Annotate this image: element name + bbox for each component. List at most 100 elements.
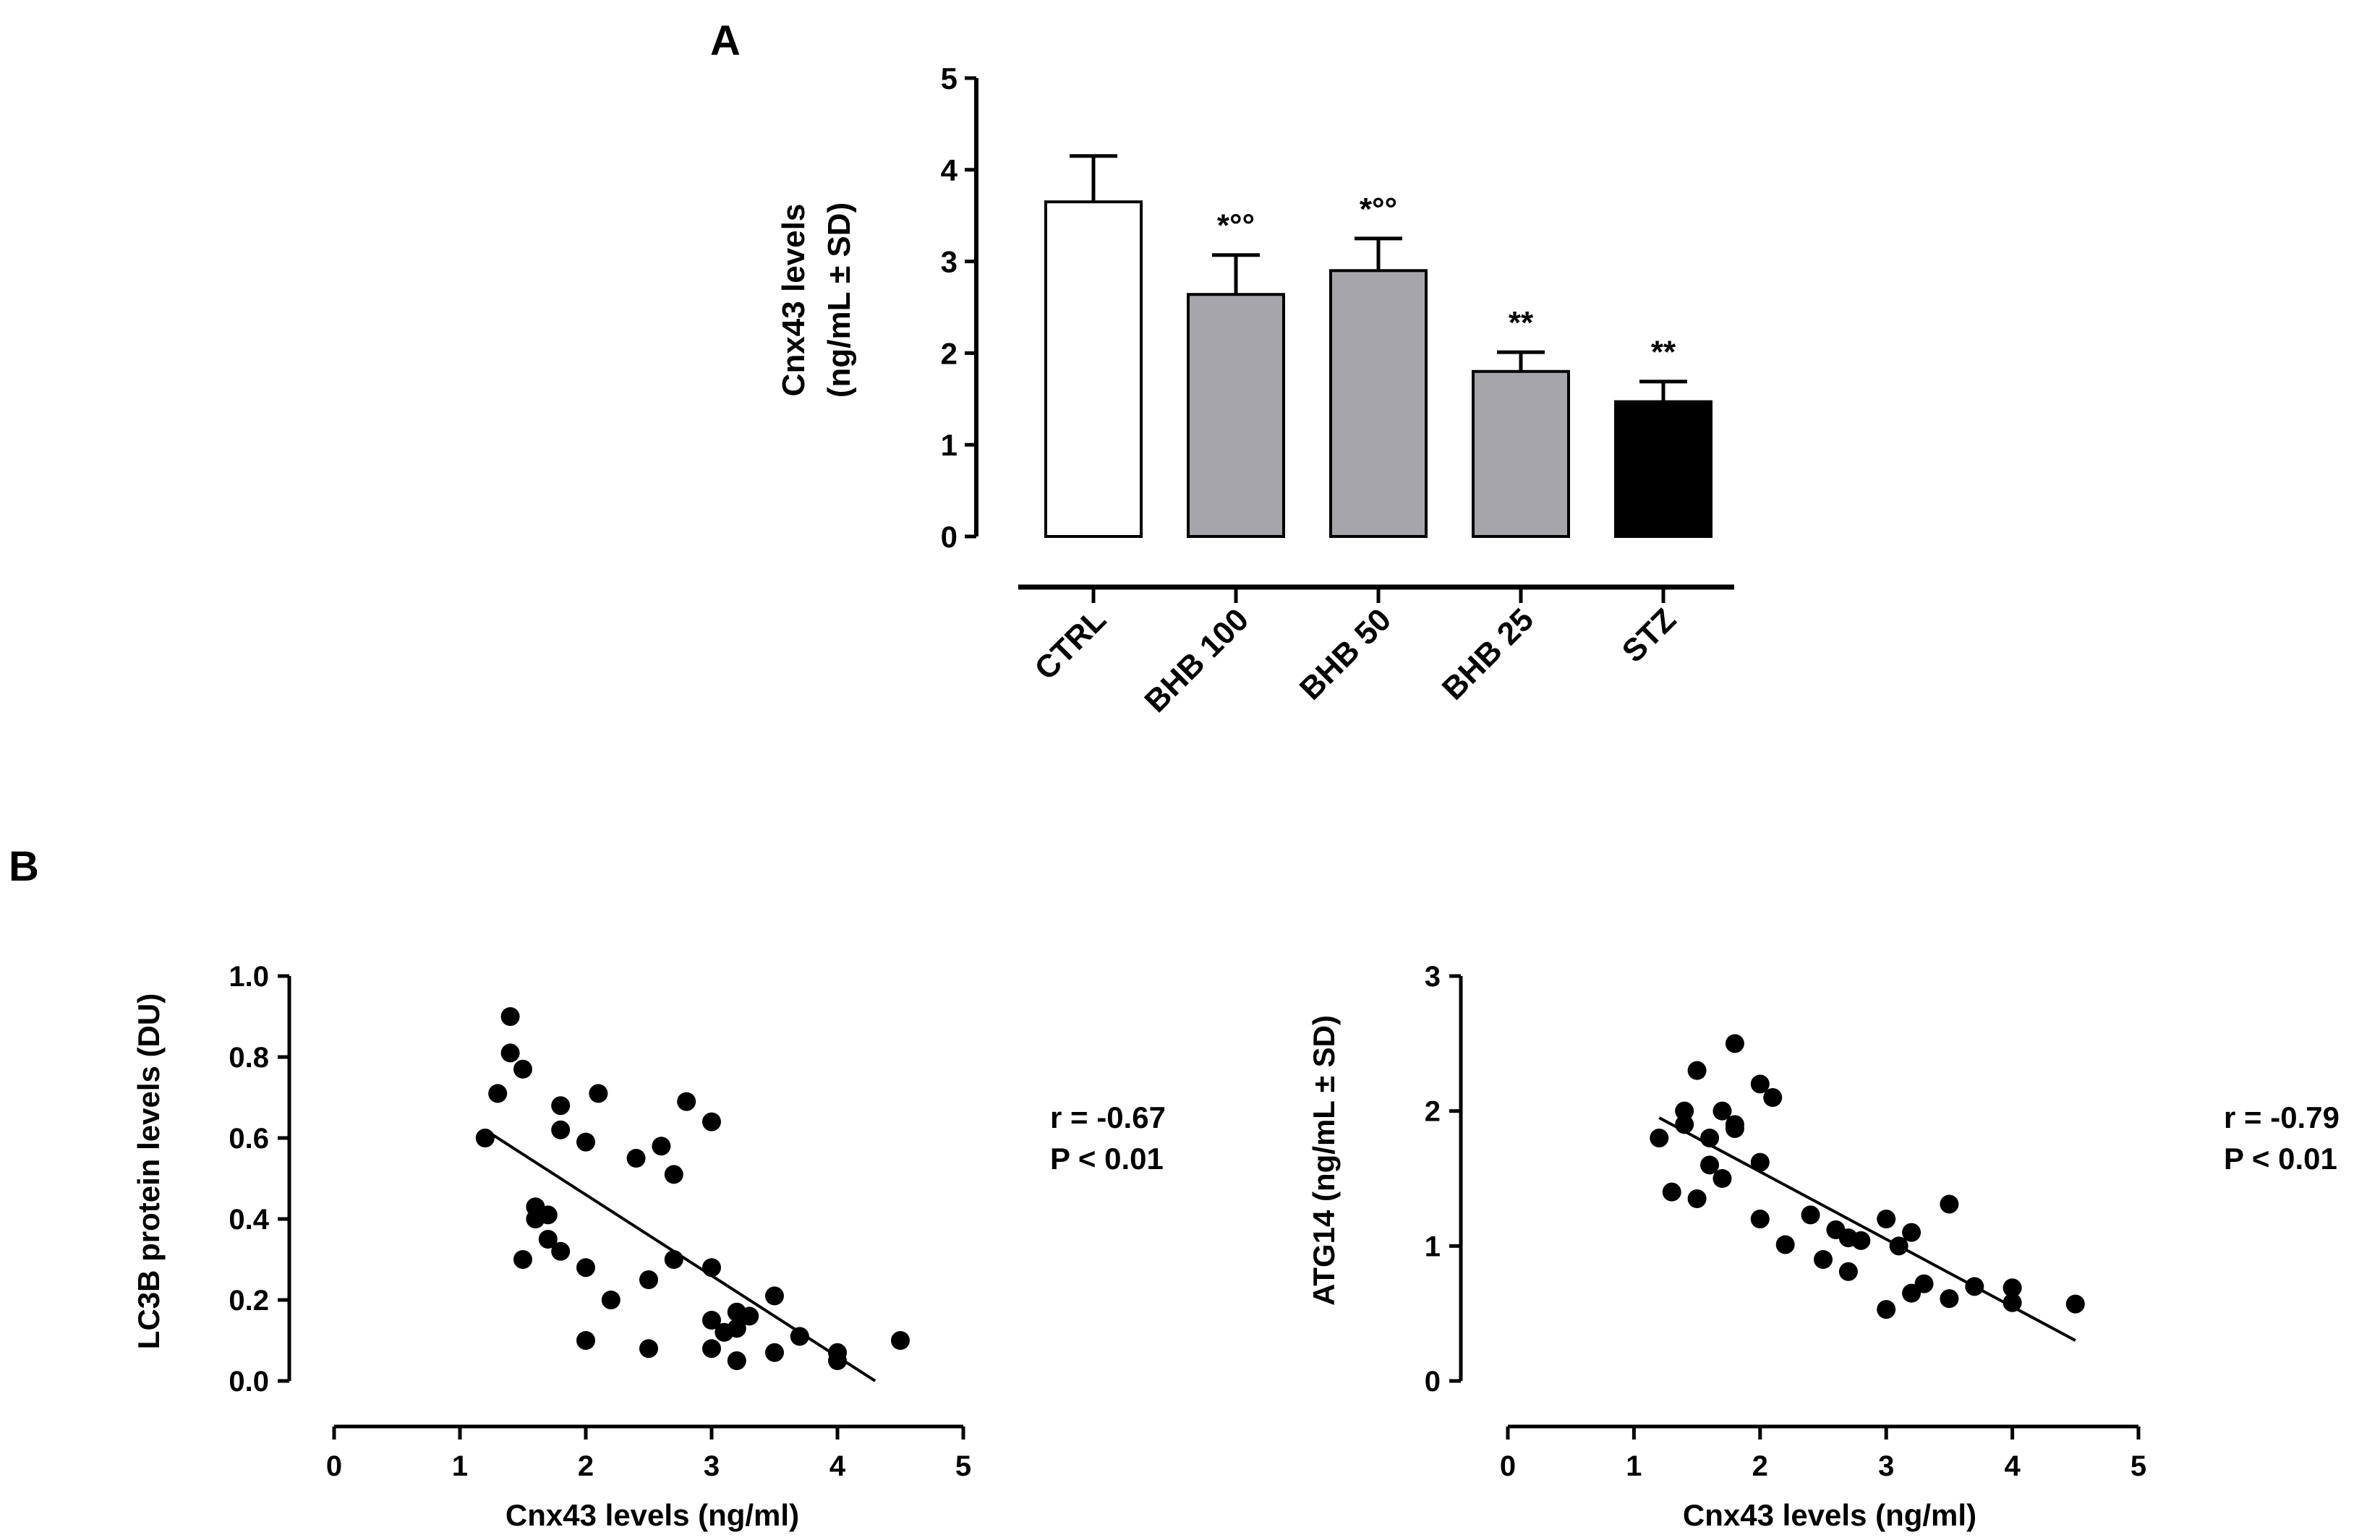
scatter-atg14-y-tick-label: 2 bbox=[1425, 1096, 1441, 1128]
bar-significance-label: ** bbox=[1651, 335, 1676, 370]
bar-significance-label: *°° bbox=[1360, 192, 1397, 227]
panel-label-a: A bbox=[710, 17, 741, 64]
scatter-atg14-x-tick-label: 0 bbox=[1500, 1450, 1516, 1482]
scatter-lc3b-point bbox=[702, 1258, 721, 1278]
scatter-atg14-point bbox=[1814, 1250, 1833, 1269]
scatter-atg14-point bbox=[1725, 1118, 1744, 1138]
scatter-lc3b-point bbox=[576, 1132, 595, 1152]
bar-y-tick-label: 0 bbox=[941, 520, 957, 554]
scatter-lc3b-point bbox=[664, 1250, 683, 1269]
bar bbox=[1614, 400, 1713, 538]
bar-category-label: CTRL bbox=[1028, 602, 1113, 687]
scatter-lc3b-point bbox=[639, 1270, 658, 1289]
scatter-lc3b-point bbox=[702, 1311, 721, 1330]
scatter-lc3b-y-axis-title: LC3B protein levels (DU) bbox=[132, 993, 166, 1349]
scatter-lc3b-point bbox=[488, 1084, 508, 1103]
scatter-lc3b-point bbox=[765, 1286, 784, 1306]
scatter-atg14-point bbox=[1725, 1034, 1744, 1053]
scatter-atg14-point bbox=[1750, 1152, 1770, 1172]
scatter-atg14-point bbox=[1965, 1277, 1984, 1296]
bar-category-label: STZ bbox=[1616, 602, 1683, 669]
scatter-lc3b-y-axis-group: LC3B protein levels (DU) bbox=[132, 993, 166, 1349]
bar-y-tick-label: 5 bbox=[941, 61, 957, 95]
scatter-lc3b-point bbox=[702, 1112, 721, 1132]
bar-y-tick-label: 3 bbox=[941, 245, 957, 279]
scatter-atg14-y-tick-label: 1 bbox=[1425, 1231, 1441, 1262]
scatter-atg14-point bbox=[1662, 1182, 1681, 1202]
bar-y-tick-label: 4 bbox=[941, 153, 958, 187]
scatter-atg14-x-tick-label: 5 bbox=[2131, 1450, 2146, 1482]
scatter-atg14-point bbox=[1650, 1129, 1669, 1147]
scatter-atg14-point bbox=[1687, 1189, 1707, 1208]
scatter-atg14-point bbox=[1713, 1169, 1732, 1188]
scatter-atg14-point bbox=[1750, 1210, 1770, 1228]
scatter-lc3b-x-tick-label: 2 bbox=[578, 1450, 594, 1482]
scatter-lc3b-point bbox=[500, 1007, 520, 1026]
scatter-atg14-point bbox=[1687, 1061, 1707, 1080]
scatter-lc3b-x-tick-label: 5 bbox=[955, 1450, 971, 1482]
scatter-atg14-x-tick-label: 4 bbox=[2004, 1450, 2021, 1482]
scatter-atg14-point bbox=[1940, 1289, 1959, 1309]
scatter-lc3b-x-tick-label: 4 bbox=[829, 1450, 846, 1482]
bar-y-tick-label: 2 bbox=[941, 336, 957, 370]
bar bbox=[1472, 369, 1570, 539]
bar bbox=[1329, 269, 1428, 538]
scatter-atg14-point bbox=[1838, 1262, 1858, 1281]
scatter-lc3b-point bbox=[513, 1059, 532, 1079]
bar-significance-label: ** bbox=[1509, 305, 1534, 341]
scatter-atg14-y-axis-title: ATG14 (ng/mL ± SD) bbox=[1307, 1015, 1341, 1306]
scatter-lc3b-point bbox=[538, 1205, 558, 1225]
scatter-lc3b-point bbox=[891, 1331, 910, 1350]
scatter-lc3b-point bbox=[538, 1230, 558, 1249]
scatter-atg14-x-tick-label: 1 bbox=[1626, 1450, 1642, 1482]
scatter-atg14-point bbox=[1775, 1235, 1795, 1254]
scatter-lc3b-y-tick-label: 0.4 bbox=[229, 1204, 269, 1236]
scatter-atg14-point bbox=[1877, 1210, 1896, 1228]
scatter-lc3b-x-tick-label: 3 bbox=[704, 1450, 720, 1482]
panel-label-b: B bbox=[9, 843, 39, 890]
scatter-lc3b-y-tick-label: 0.8 bbox=[229, 1042, 269, 1074]
scatter-lc3b-point bbox=[828, 1351, 847, 1370]
bar-y-axis-title-line2: (ng/mL ± SD) bbox=[822, 202, 857, 398]
bar-y-axis-title-line1: Cnx43 levels bbox=[776, 204, 811, 397]
scatter-lc3b-y-tick-label: 1.0 bbox=[229, 961, 269, 993]
scatter-atg14-x-tick-label: 2 bbox=[1752, 1450, 1768, 1482]
scatter-lc3b-point bbox=[740, 1306, 759, 1326]
scatter-atg14-point bbox=[1713, 1101, 1732, 1121]
scatter-atg14-point bbox=[1750, 1074, 1770, 1094]
scatter-lc3b-point bbox=[551, 1241, 571, 1261]
scatter-atg14-y-tick-label: 0 bbox=[1425, 1366, 1441, 1398]
scatter-lc3b-p-value: P < 0.01 bbox=[1050, 1142, 1164, 1176]
scatter-atg14-y-tick-label: 3 bbox=[1425, 961, 1441, 993]
scatter-lc3b-point bbox=[702, 1339, 721, 1359]
scatter-lc3b-point bbox=[513, 1250, 532, 1269]
scatter-atg14-y-axis-group: ATG14 (ng/mL ± SD) bbox=[1307, 1015, 1341, 1306]
scatter-atg14-point bbox=[1675, 1101, 1694, 1121]
bar-significance-label: *°° bbox=[1217, 208, 1255, 244]
bar-y-axis-label: Cnx43 levels (ng/mL ± SD) bbox=[776, 202, 857, 398]
scatter-lc3b-y-tick-label: 0.2 bbox=[229, 1285, 269, 1317]
scatter-lc3b-point bbox=[652, 1137, 671, 1156]
scatter-atg14-x-tick-label: 3 bbox=[1878, 1450, 1894, 1482]
scatter-atg14-point bbox=[1877, 1300, 1896, 1319]
scatter-atg14-r-value: r = -0.79 bbox=[2224, 1100, 2340, 1134]
scatter-lc3b-x-axis-title: Cnx43 levels (ng/ml) bbox=[506, 1498, 799, 1532]
scatter-atg14-point bbox=[1801, 1205, 1820, 1225]
scatter-lc3b-y-tick-label: 0.6 bbox=[229, 1123, 269, 1155]
scatter-lc3b-point bbox=[677, 1092, 696, 1111]
scatter-atg14-point bbox=[1700, 1129, 1720, 1147]
bar bbox=[1187, 293, 1285, 538]
scatter-lc3b-x-tick-label: 1 bbox=[452, 1450, 468, 1482]
bar-chart: Cnx43 levels (ng/mL ± SD) 0 1 2 3 4 5 CTRL *°° B… bbox=[776, 61, 1734, 719]
scatter-lc3b-point bbox=[639, 1339, 658, 1359]
bar-y-tick-label: 1 bbox=[941, 428, 957, 462]
scatter-lc3b-y-tick-label: 0.0 bbox=[229, 1366, 269, 1398]
scatter-atg14-point bbox=[1902, 1223, 1922, 1242]
scatter-lc3b-point bbox=[589, 1084, 608, 1103]
scatter-chart-atg14: ATG14 (ng/mL ± SD) Cnx43 levels (ng/ml) … bbox=[1307, 961, 2340, 1532]
bar-category-label: BHB 25 bbox=[1436, 602, 1540, 706]
scatter-lc3b-point bbox=[551, 1096, 571, 1116]
scatter-lc3b-point bbox=[500, 1043, 520, 1063]
bar-category-label: BHB 100 bbox=[1138, 602, 1255, 719]
